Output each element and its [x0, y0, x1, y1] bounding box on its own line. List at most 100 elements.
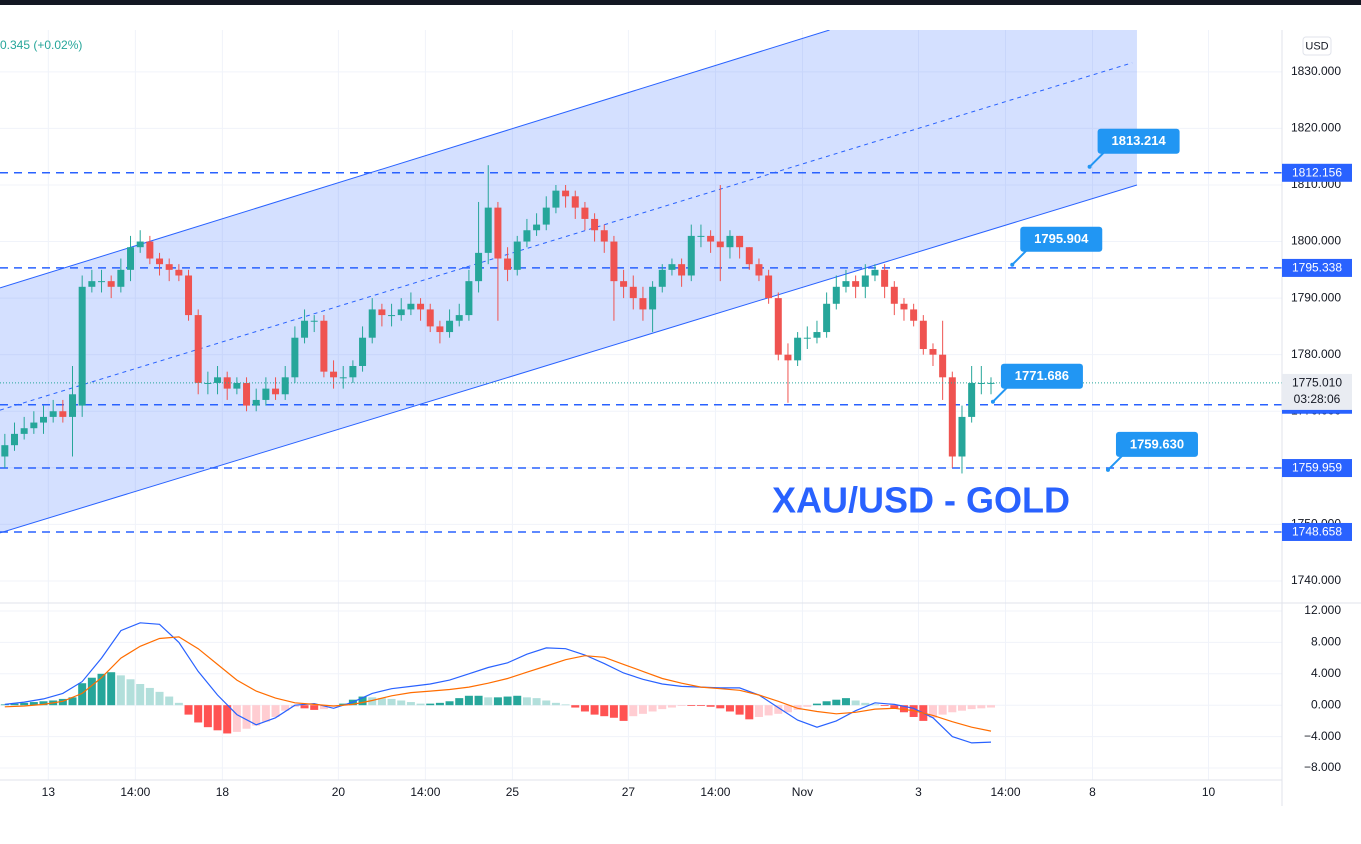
watermark: XAU/USD - GOLD — [772, 480, 1070, 521]
candle-body — [69, 394, 77, 417]
histogram-bar — [87, 677, 96, 706]
histogram-bar — [677, 705, 686, 706]
histogram-bar — [271, 705, 280, 717]
candle-body — [436, 326, 444, 333]
histogram-bar — [155, 691, 164, 706]
histogram-bar — [300, 705, 309, 709]
candle-body — [929, 349, 937, 355]
histogram-bar — [812, 703, 821, 706]
candle-body — [533, 224, 541, 231]
histogram-bar — [484, 697, 493, 706]
histogram-bar — [358, 696, 367, 706]
candle-body — [262, 388, 270, 400]
candle-body — [368, 309, 376, 338]
histogram-bar — [542, 700, 551, 706]
histogram-bar — [184, 705, 193, 715]
callout-pointer — [992, 387, 1008, 403]
candle-body — [407, 303, 415, 310]
histogram-bar — [696, 705, 705, 706]
candle-body — [252, 399, 260, 406]
top-bar — [0, 0, 1361, 5]
histogram-bar — [716, 705, 725, 709]
candle-body — [842, 281, 850, 287]
macd-line — [4, 622, 992, 744]
y-tick-label: 0.000 — [1311, 697, 1341, 711]
level-label: 1812.156 — [1292, 165, 1342, 179]
candle-body — [359, 337, 367, 366]
candle-body — [475, 252, 483, 282]
histogram-bar — [938, 705, 947, 715]
callout-box — [1000, 363, 1083, 389]
candle-body — [861, 275, 869, 287]
candle-body — [958, 416, 966, 457]
x-tick-label: 14:00 — [700, 785, 730, 799]
currency-box[interactable] — [1302, 36, 1332, 56]
candle-body — [223, 377, 231, 389]
callout-tip — [990, 399, 995, 404]
histogram-bar — [986, 705, 995, 708]
candle-body — [156, 258, 164, 265]
y-tick-label: 4.000 — [1311, 666, 1341, 680]
histogram-bar — [368, 697, 377, 706]
histogram-bar — [261, 705, 270, 722]
candle-body — [736, 235, 744, 248]
candle-body — [272, 388, 280, 395]
callout-label: 1813.214 — [1111, 133, 1166, 148]
histogram-bar — [880, 705, 889, 706]
histogram-bar — [145, 687, 154, 706]
candle-body — [78, 286, 86, 406]
histogram-bar — [793, 705, 802, 710]
candle-body — [755, 264, 763, 276]
histogram-bar — [503, 696, 512, 706]
histogram-bar — [97, 673, 106, 706]
histogram-bar — [822, 701, 831, 706]
y-tick-label: 8.000 — [1311, 635, 1341, 649]
histogram-bar — [126, 679, 135, 706]
histogram-bar — [745, 705, 754, 720]
callout-tip — [1087, 164, 1092, 169]
last-price-label: 1775.010 — [1292, 376, 1342, 390]
level-label: 1759.959 — [1292, 461, 1342, 475]
candle-body — [40, 416, 48, 423]
currency[interactable]: USD — [1305, 40, 1328, 52]
candle-body — [320, 320, 328, 372]
histogram-bar — [754, 705, 763, 717]
candle-body — [397, 309, 405, 316]
price-change: 0.345 (+0.02%) — [0, 38, 82, 52]
level-box — [1282, 522, 1352, 541]
histogram-bar — [706, 705, 715, 707]
histogram-bar — [319, 705, 328, 710]
candle-body — [832, 286, 840, 304]
histogram-bar — [242, 705, 251, 729]
candle-body — [784, 354, 792, 361]
histogram-bar — [977, 705, 986, 709]
histogram-bar — [590, 705, 599, 715]
candle-body — [765, 275, 773, 299]
candle-body — [620, 281, 628, 287]
callout-pointer — [1088, 152, 1105, 168]
y-tick-label: −4.000 — [1304, 729, 1341, 743]
candle-body — [185, 275, 193, 316]
candle-body — [49, 411, 57, 417]
callout-box — [1020, 226, 1103, 252]
x-tick-label: 18 — [216, 785, 230, 799]
x-tick-label: 10 — [1202, 785, 1216, 799]
candle-body — [716, 241, 724, 248]
level-box — [1282, 163, 1352, 182]
histogram-bar — [638, 705, 647, 714]
histogram-bar — [20, 702, 29, 706]
candle-body — [504, 258, 512, 270]
candle-body — [687, 235, 695, 276]
x-tick-label: 20 — [332, 785, 346, 799]
candle-body — [745, 247, 753, 265]
x-tick-label: 25 — [506, 785, 520, 799]
candle-body — [948, 377, 956, 457]
histogram-bar — [445, 701, 454, 706]
candle-body — [726, 235, 734, 248]
histogram-bar — [803, 705, 812, 707]
candle-body — [281, 377, 289, 395]
x-tick-label: 8 — [1089, 785, 1096, 799]
x-tick-label: 3 — [915, 785, 922, 799]
candle-body — [20, 428, 28, 434]
